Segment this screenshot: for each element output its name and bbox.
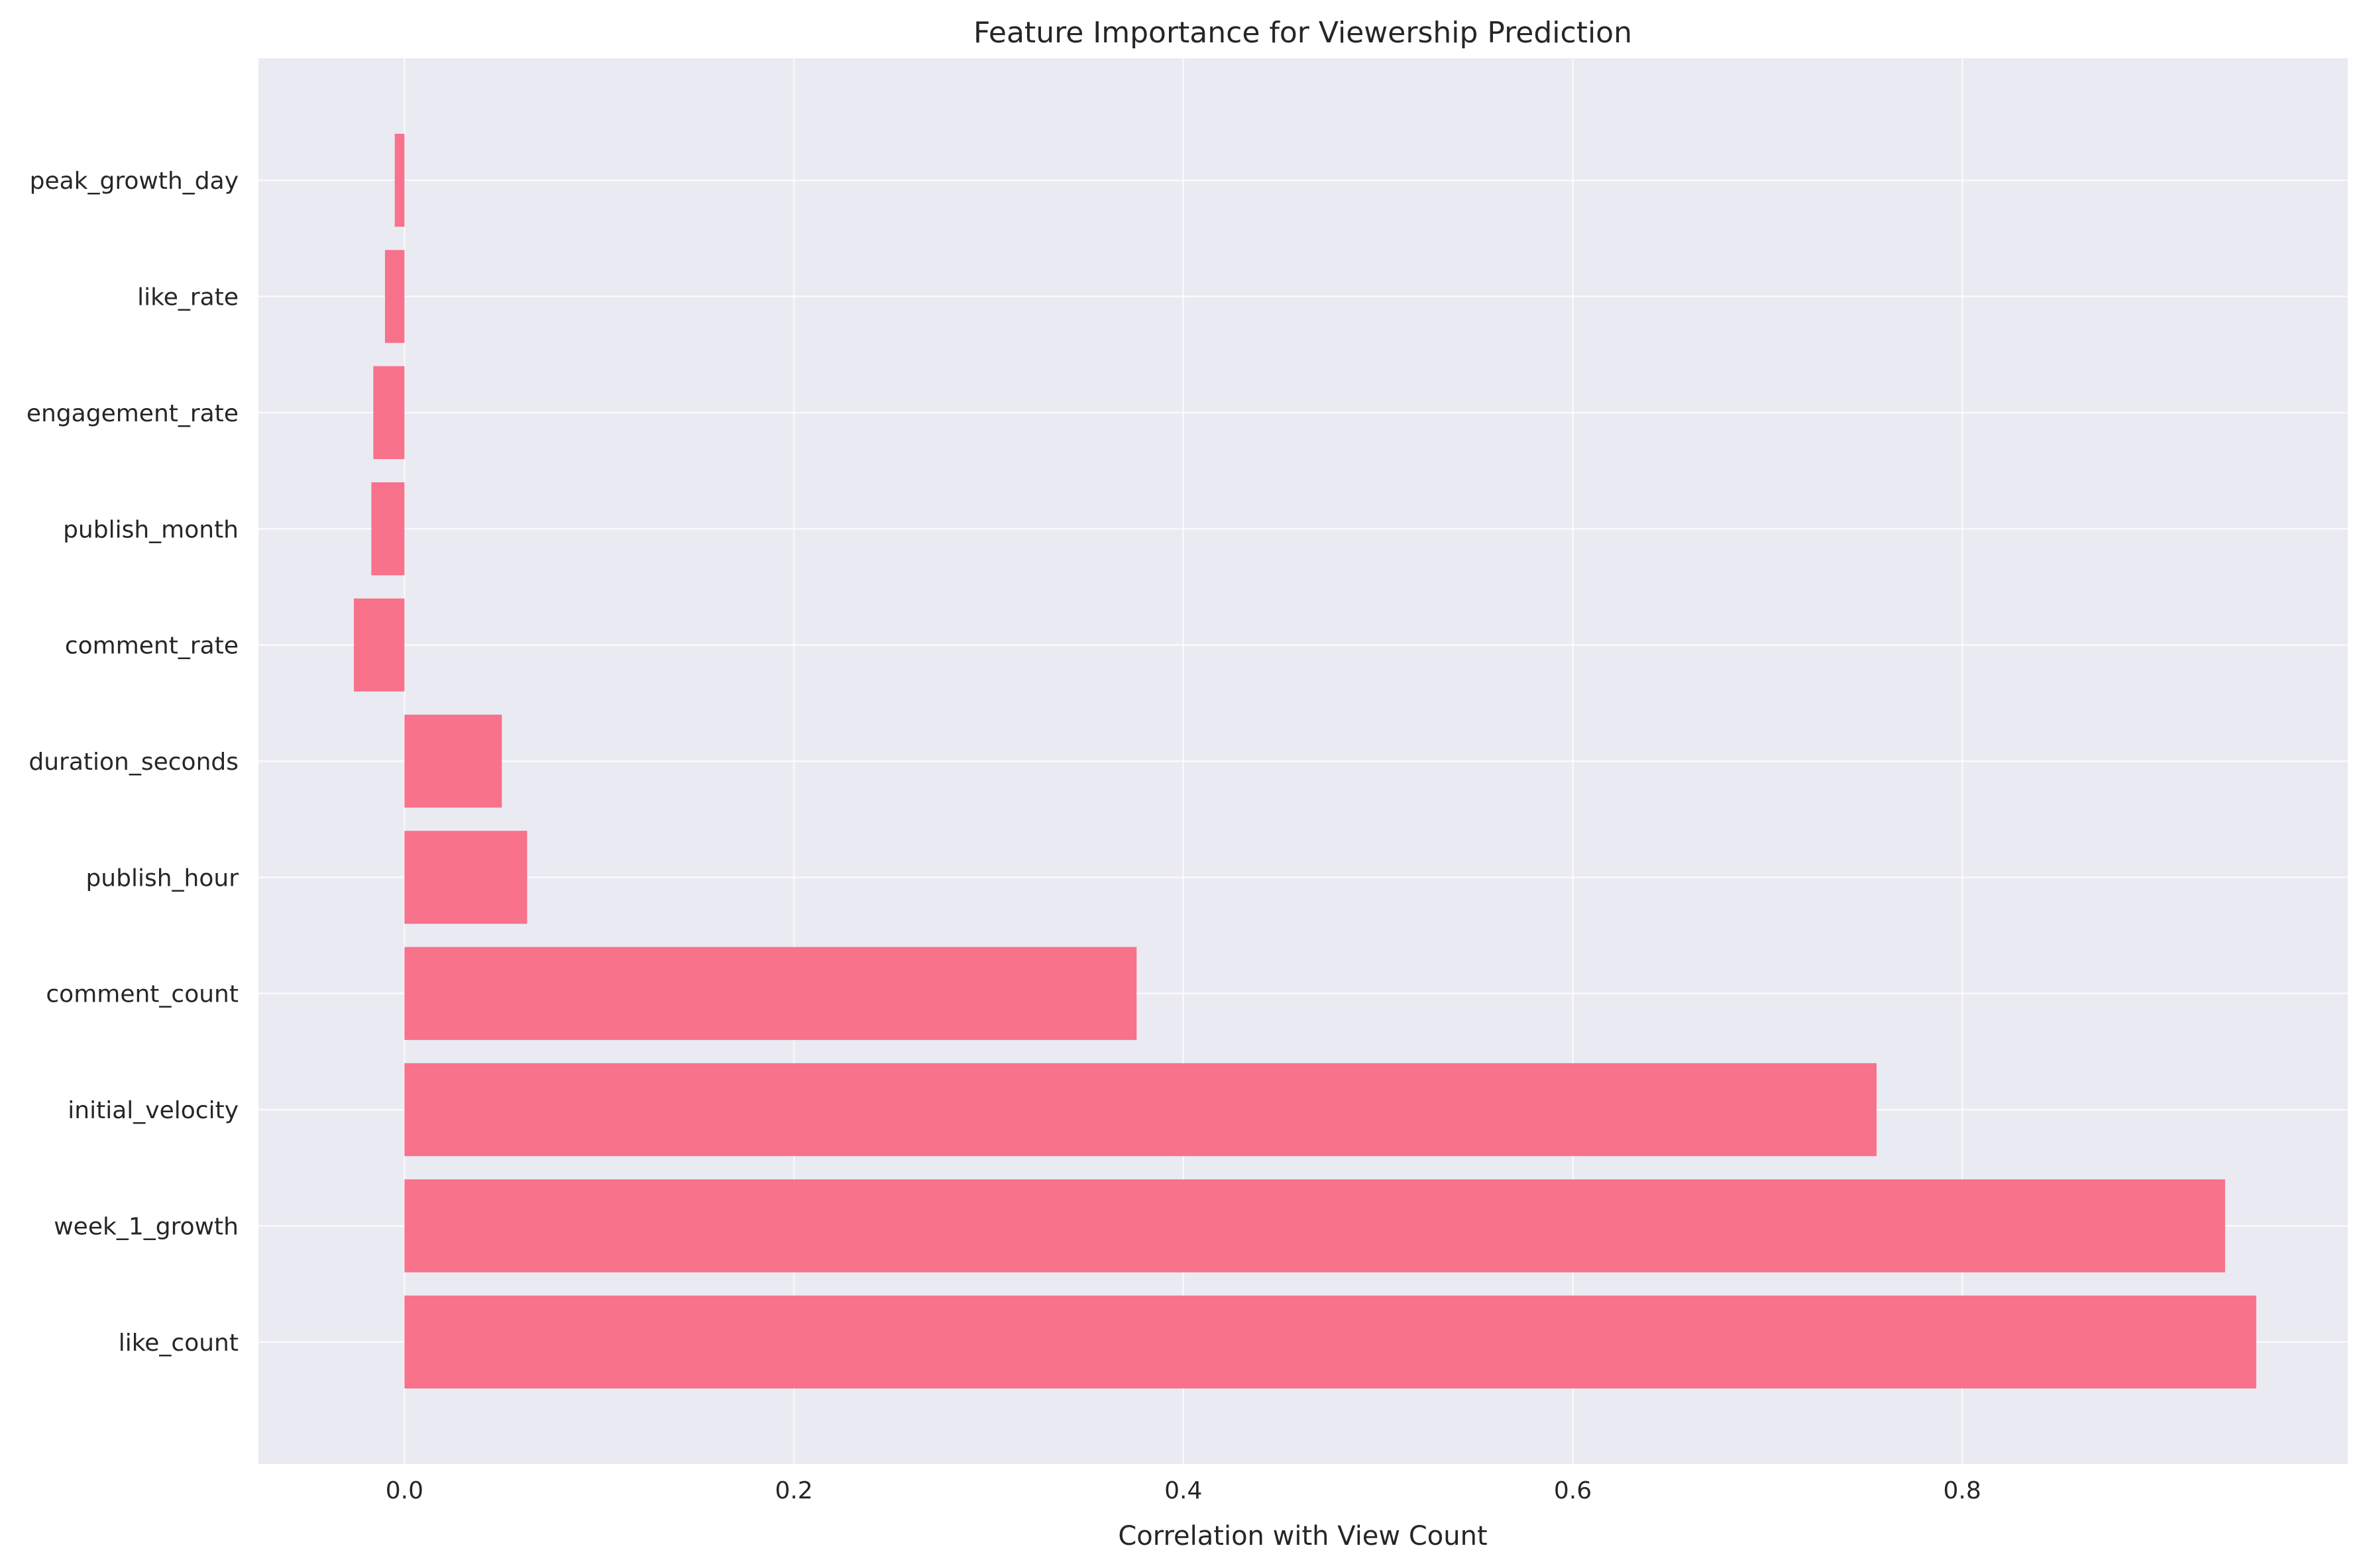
y-tick-labels: peak_growth_day like_rate engagement_ratep… (27, 168, 239, 1357)
bar-initial-velocity (404, 1063, 1877, 1157)
y-tick-label: week_1_growth (54, 1213, 239, 1240)
bars (353, 133, 2256, 1389)
y-tick-label: like_count (119, 1330, 239, 1357)
bar-duration-seconds (404, 714, 502, 808)
bar-like-rate (385, 250, 405, 343)
bar-peak-growth-day (394, 133, 405, 227)
y-tick-label: peak_growth_day (30, 168, 239, 195)
y-tick-label: engagement_rate (27, 400, 239, 427)
bar-like-count (404, 1295, 2256, 1389)
x-tick-label: 0.6 (1554, 1477, 1592, 1504)
bar-publish-hour (404, 831, 527, 924)
x-tick-labels: 0.0 0.2 0.4 0.6 0.8 (386, 1477, 1981, 1504)
y-tick-label: duration_seconds (28, 749, 239, 776)
x-tick-label: 0.0 (386, 1477, 423, 1504)
x-tick-label: 0.4 (1164, 1477, 1202, 1504)
y-tick-label: comment_rate (65, 633, 239, 660)
x-axis-label: Correlation with View Count (1118, 1521, 1487, 1551)
bar-comment-count (404, 947, 1137, 1040)
y-tick-label: publish_month (63, 516, 239, 543)
bar-week-1-growth (404, 1179, 2225, 1273)
y-tick-label: like_rate (137, 284, 239, 311)
y-tick-label: comment_count (46, 981, 239, 1008)
chart-title: Feature Importance for Viewership Predic… (973, 16, 1632, 50)
bar-engagement-rate (373, 366, 405, 460)
x-tick-label: 0.2 (775, 1477, 812, 1504)
y-tick-label: initial_velocity (68, 1097, 239, 1124)
bar-comment-rate (353, 598, 405, 692)
x-tick-label: 0.8 (1944, 1477, 1981, 1504)
bar-publish-month (371, 482, 405, 576)
y-tick-label: publish_hour (85, 864, 239, 892)
